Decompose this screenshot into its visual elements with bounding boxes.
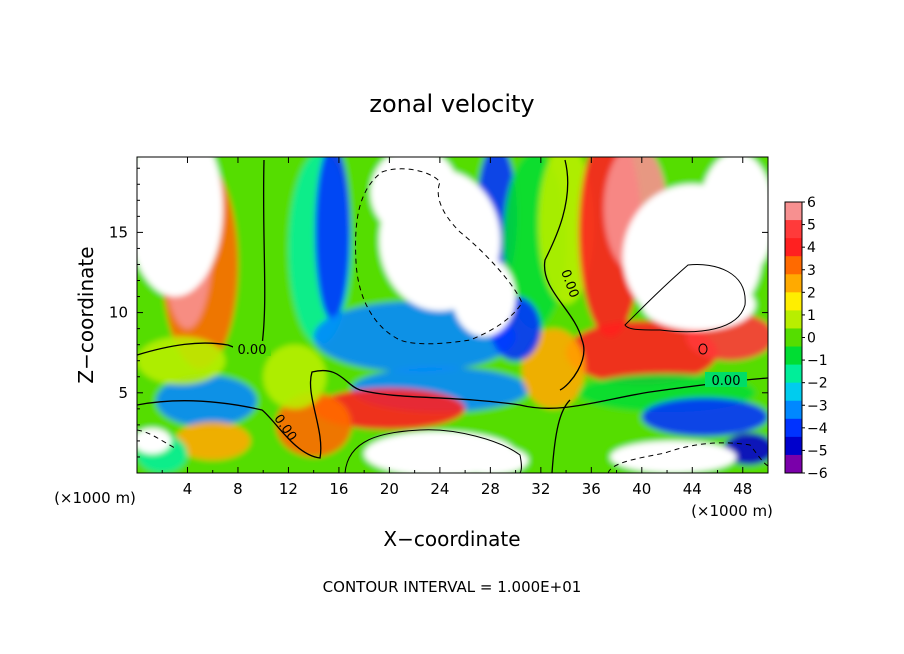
field-blob <box>155 375 257 427</box>
colorbar-label: −2 <box>807 376 828 392</box>
x-tick-label: 20 <box>380 480 399 498</box>
contour-line <box>137 429 176 449</box>
colorbar-label: −1 <box>807 353 828 369</box>
colorbar-swatch <box>785 238 802 257</box>
x-axis: 4 8 12 16 20 24 28 32 36 40 44 48 <box>161 157 752 498</box>
chart-title: zonal velocity <box>369 90 534 118</box>
colorbar-label: 5 <box>807 218 816 234</box>
x-unit-right: (×1000 m) <box>691 502 773 520</box>
y-axis: 5 10 15 <box>109 167 768 458</box>
field-blob <box>641 397 768 437</box>
plot-area: 0.00 0.00 0.00 0.00 <box>137 157 768 473</box>
colorbar-swatch <box>785 220 802 239</box>
blank-region <box>370 157 459 238</box>
contour-label: 0.00 <box>238 343 267 358</box>
colorbar-swatch <box>785 436 802 456</box>
y-tick-label: 10 <box>109 304 128 322</box>
x-tick-label: 24 <box>430 480 449 498</box>
colorbar-label: 4 <box>807 240 816 256</box>
colorbar-label: −6 <box>807 466 828 482</box>
contour-line <box>137 369 768 459</box>
x-tick-label: 32 <box>531 480 550 498</box>
colorbar-swatch <box>785 454 802 474</box>
x-axis-title: X−coordinate <box>383 527 520 551</box>
field-blob <box>314 157 351 321</box>
field-blob <box>313 387 466 430</box>
x-tick-label: 36 <box>582 480 601 498</box>
field-blob <box>521 328 586 409</box>
blank-region <box>452 256 516 337</box>
x-tick-label: 40 <box>632 480 651 498</box>
field-blob <box>263 344 327 409</box>
contour-line <box>607 442 768 473</box>
colorbar: 6 5 4 3 2 1 0 −1 −2 −3 −4 −5 −6 <box>784 195 828 482</box>
x-tick-label: 4 <box>183 480 193 498</box>
field-blob <box>538 157 594 305</box>
contour-lines <box>137 159 768 473</box>
colorbar-swatch <box>785 328 802 348</box>
contour-line <box>624 264 746 333</box>
field-blob <box>174 421 251 461</box>
x-tick-label: 8 <box>233 480 243 498</box>
contour-line <box>551 399 571 473</box>
colorbar-swatch <box>785 418 802 438</box>
contour-line <box>355 168 523 345</box>
colorbar-swatch <box>785 346 802 366</box>
colorbar-swatch <box>785 400 802 420</box>
blank-region <box>641 278 756 331</box>
blank-region <box>137 157 223 297</box>
colorbar-label: 1 <box>807 308 816 324</box>
y-tick-label: 5 <box>118 384 128 402</box>
y-axis-title: Z−coordinate <box>74 246 98 383</box>
x-tick-label: 16 <box>329 480 348 498</box>
colorbar-swatch <box>785 382 802 402</box>
contour-label: 0.00 <box>712 374 741 389</box>
x-tick-label: 12 <box>279 480 298 498</box>
field-blob <box>275 392 352 457</box>
colorbar-label: −3 <box>807 398 828 414</box>
blank-region <box>610 440 737 473</box>
colorbar-label: −5 <box>807 443 828 459</box>
contour-line <box>543 159 585 391</box>
contour-interval-note: CONTOUR INTERVAL = 1.000E+01 <box>323 578 582 596</box>
x-tick-label: 44 <box>683 480 702 498</box>
colorbar-swatch <box>785 256 802 275</box>
colorbar-label: 0 <box>807 331 816 347</box>
colorbar-label: 6 <box>807 195 816 211</box>
blank-region <box>698 157 768 281</box>
colorbar-swatch <box>785 364 802 384</box>
field-blob <box>566 320 718 385</box>
colorbar-label: −4 <box>807 421 828 437</box>
colorbar-swatch <box>785 310 802 329</box>
contour-line <box>344 429 522 473</box>
y-tick-label: 15 <box>109 223 128 241</box>
x-unit-left: (×1000 m) <box>54 489 136 507</box>
colorbar-label: 2 <box>807 285 816 301</box>
x-tick-label: 48 <box>733 480 752 498</box>
contour-line <box>698 343 708 355</box>
velocity-field <box>137 157 768 473</box>
colorbar-swatch <box>785 202 802 221</box>
blank-region <box>452 445 529 473</box>
colorbar-label: 3 <box>807 263 816 279</box>
colorbar-swatch <box>785 274 802 293</box>
blank-region <box>137 428 172 454</box>
plot-frame <box>136 156 769 474</box>
colorbar-swatch <box>785 292 802 311</box>
x-tick-label: 28 <box>481 480 500 498</box>
